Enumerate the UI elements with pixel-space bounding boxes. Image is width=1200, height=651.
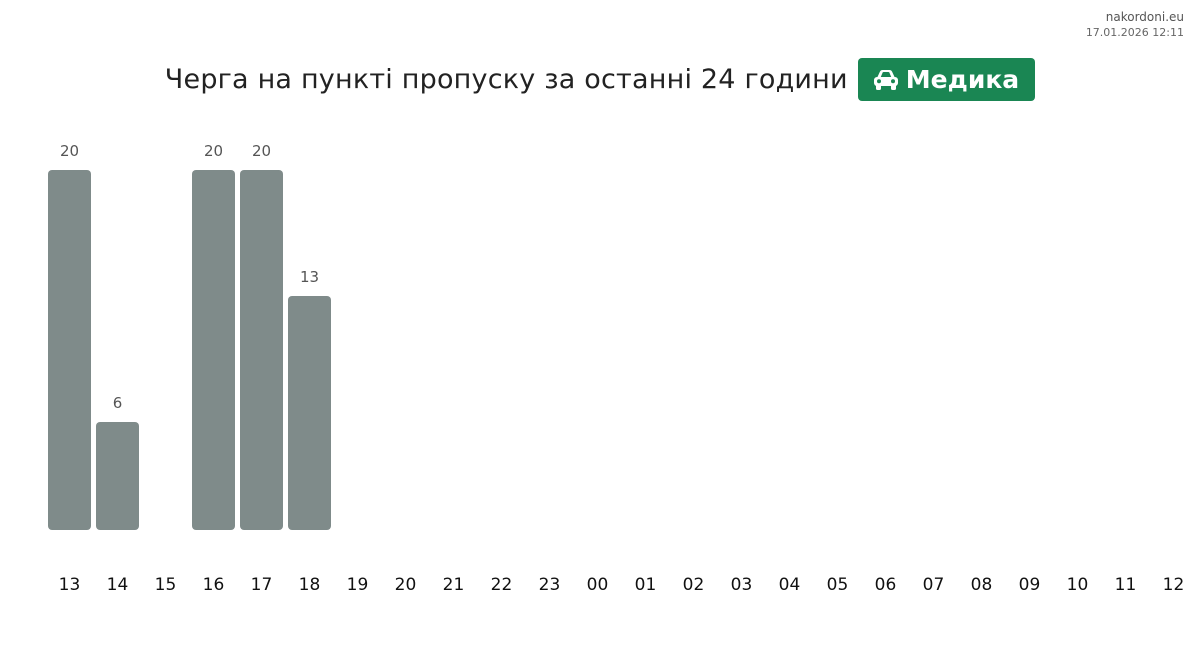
x-tick-label-23: 23 [539, 575, 561, 595]
bar-16 [192, 170, 235, 530]
bar-13 [48, 170, 91, 530]
bar-value-label-17: 20 [252, 142, 271, 160]
x-tick-label-00: 00 [587, 575, 609, 595]
x-tick-label-16: 16 [203, 575, 225, 595]
x-tick-label-10: 10 [1067, 575, 1089, 595]
x-tick-label-02: 02 [683, 575, 705, 595]
bar-value-label-13: 20 [60, 142, 79, 160]
source-site: nakordoni.eu [1105, 10, 1184, 24]
x-tick-label-09: 09 [1019, 575, 1041, 595]
car-icon [873, 69, 898, 90]
x-tick-label-17: 17 [251, 575, 273, 595]
bar-14 [96, 422, 139, 530]
x-tick-label-11: 11 [1115, 575, 1137, 595]
bar-value-label-14: 6 [113, 394, 123, 412]
x-tick-label-06: 06 [875, 575, 897, 595]
source-timestamp: 17.01.2026 12:11 [1085, 26, 1184, 39]
x-tick-label-01: 01 [635, 575, 657, 595]
checkpoint-name: Медика [905, 65, 1020, 94]
bar-18 [288, 296, 331, 530]
bar-value-label-16: 20 [204, 142, 223, 160]
chart-header: Черга на пункті пропуску за останні 24 г… [0, 58, 1200, 101]
x-tick-label-08: 08 [971, 575, 993, 595]
x-tick-label-07: 07 [923, 575, 945, 595]
x-tick-label-14: 14 [107, 575, 129, 595]
x-tick-label-15: 15 [155, 575, 177, 595]
source-info: nakordoni.eu 17.01.2026 12:11 [1086, 9, 1184, 41]
x-tick-label-12: 12 [1163, 575, 1185, 595]
x-tick-label-03: 03 [731, 575, 753, 595]
bar-17 [240, 170, 283, 530]
x-tick-label-21: 21 [443, 575, 465, 595]
x-tick-label-22: 22 [491, 575, 513, 595]
bar-value-label-18: 13 [300, 268, 319, 286]
x-tick-label-13: 13 [59, 575, 81, 595]
x-tick-label-05: 05 [827, 575, 849, 595]
x-tick-label-04: 04 [779, 575, 801, 595]
x-tick-label-18: 18 [299, 575, 321, 595]
x-tick-label-19: 19 [347, 575, 369, 595]
x-tick-label-20: 20 [395, 575, 417, 595]
chart-title: Черга на пункті пропуску за останні 24 г… [164, 64, 848, 95]
checkpoint-badge: Медика [857, 58, 1036, 101]
